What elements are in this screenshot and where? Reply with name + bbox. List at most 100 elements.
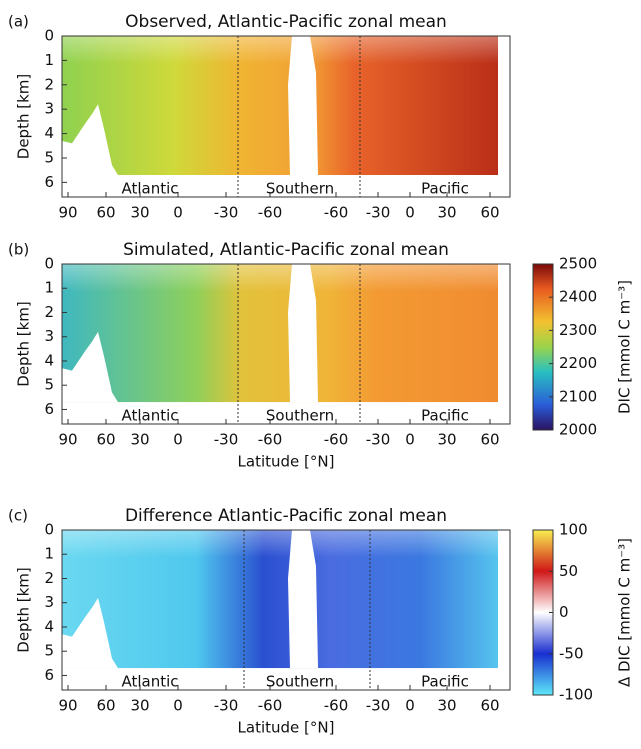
x-tick-label: 30 [130, 697, 149, 715]
x-tick-label: -60 [324, 697, 349, 715]
panel-label: (b) [8, 241, 29, 259]
region-label: Pacific [421, 180, 469, 198]
y-tick-label: 0 [44, 27, 54, 45]
x-tick-label: -30 [214, 204, 239, 222]
x-tick-label: -30 [366, 431, 391, 449]
colorbar-label: Δ DIC [mmol C m⁻³] [616, 538, 634, 687]
x-tick-label: 60 [96, 431, 115, 449]
x-tick-label: 90 [58, 697, 77, 715]
x-tick-label: 30 [437, 431, 456, 449]
x-tick-label: 0 [405, 204, 415, 222]
region-label: Atlantic [121, 673, 178, 691]
colorbar-tick-label: -100 [559, 686, 593, 704]
region-label: Southern [266, 180, 334, 198]
east-edge [498, 530, 510, 690]
frame [61, 35, 511, 198]
colorbar-tick-label: 2500 [559, 255, 597, 273]
y-tick-label: 3 [44, 593, 54, 611]
y-tick-label: 1 [44, 279, 54, 297]
panel-label: (c) [8, 507, 28, 525]
east-edge [498, 264, 510, 424]
region-label: Atlantic [121, 407, 178, 425]
y-tick-label: 4 [44, 617, 54, 635]
gap [288, 36, 318, 176]
colorbar-tick-label: 2400 [559, 288, 597, 306]
x-tick-label: 30 [437, 204, 456, 222]
panel-title: Observed, Atlantic-Pacific zonal mean [125, 12, 447, 32]
land [62, 331, 118, 424]
region-label: Southern [266, 673, 334, 691]
colorbar-tick-label: 2000 [559, 421, 597, 439]
region-label: Southern [266, 407, 334, 425]
field-shade [62, 264, 510, 403]
panel-title: Simulated, Atlantic-Pacific zonal mean [123, 240, 449, 260]
y-tick-label: 3 [44, 100, 54, 118]
x-tick-label: -60 [324, 431, 349, 449]
y-tick-label: 6 [44, 173, 54, 191]
colorbar-tick-label: -50 [559, 644, 584, 662]
y-tick-label: 2 [44, 75, 54, 93]
frame [61, 263, 511, 425]
x-tick-label: 60 [480, 697, 499, 715]
colorbar-tick-label: 2100 [559, 387, 597, 405]
region-label: Pacific [421, 407, 469, 425]
east-edge [498, 36, 510, 197]
y-tick-label: 6 [44, 400, 54, 418]
x-tick-label: 30 [437, 697, 456, 715]
x-tick-label: -30 [214, 431, 239, 449]
y-tick-label: 4 [44, 351, 54, 369]
x-tick-label: -30 [214, 697, 239, 715]
x-tick-label: -60 [258, 697, 283, 715]
x-tick-label: 30 [130, 431, 149, 449]
colorbar-tick-label: 2200 [559, 354, 597, 372]
y-tick-label: 1 [44, 545, 54, 563]
y-tick-label: 1 [44, 51, 54, 69]
x-tick-label: 30 [130, 204, 149, 222]
y-tick-label: 0 [44, 255, 54, 273]
x-tick-label: 0 [173, 697, 183, 715]
x-tick-label: 90 [58, 204, 77, 222]
x-tick-label: 0 [173, 204, 183, 222]
field-shade [62, 530, 510, 669]
colorbar-tick-label: 2300 [559, 321, 597, 339]
y-tick-label: 5 [44, 376, 54, 394]
y-tick-label: 6 [44, 666, 54, 684]
y-tick-label: 3 [44, 327, 54, 345]
x-tick-label: 60 [480, 204, 499, 222]
y-axis-label: Depth [km] [15, 567, 33, 652]
field-shade [62, 36, 510, 176]
x-axis-label: Latitude [°N] [238, 453, 335, 471]
y-tick-label: 5 [44, 148, 54, 166]
land [62, 402, 510, 424]
x-tick-label: -60 [324, 204, 349, 222]
colorbar-label: DIC [mmol C m⁻³] [616, 280, 634, 414]
gap [288, 264, 318, 403]
colorbar-tick-label: 50 [559, 562, 578, 580]
x-tick-label: 60 [96, 697, 115, 715]
land [62, 597, 118, 690]
x-tick-label: 60 [96, 204, 115, 222]
x-tick-label: 0 [405, 431, 415, 449]
x-axis-label: Latitude [°N] [238, 719, 335, 737]
land [62, 175, 510, 197]
y-tick-label: 4 [44, 124, 54, 142]
x-tick-label: -30 [366, 204, 391, 222]
y-tick-label: 2 [44, 569, 54, 587]
y-axis-label: Depth [km] [15, 74, 33, 159]
gap [288, 530, 318, 669]
x-tick-label: 0 [173, 431, 183, 449]
x-tick-label: -60 [258, 204, 283, 222]
x-tick-label: -30 [366, 697, 391, 715]
panel-label: (a) [8, 13, 29, 31]
y-axis-label: Depth [km] [15, 301, 33, 386]
x-tick-label: 0 [405, 697, 415, 715]
colorbar-tick-label: 100 [559, 521, 588, 539]
land [62, 104, 118, 197]
frame [61, 529, 511, 691]
panel-title: Difference Atlantic-Pacific zonal mean [125, 506, 447, 526]
region-label: Pacific [421, 673, 469, 691]
y-tick-label: 0 [44, 521, 54, 539]
x-tick-label: 90 [58, 431, 77, 449]
region-label: Atlantic [121, 180, 178, 198]
